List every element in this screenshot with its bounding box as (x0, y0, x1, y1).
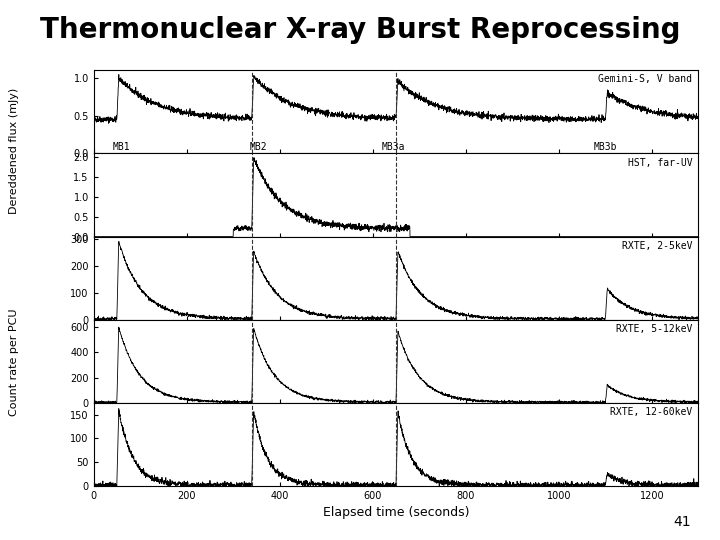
Text: Count rate per PCU: Count rate per PCU (9, 308, 19, 416)
Text: Thermonuclear X-ray Burst Reprocessing: Thermonuclear X-ray Burst Reprocessing (40, 16, 680, 44)
Text: Dereddened flux (mJy): Dereddened flux (mJy) (9, 88, 19, 214)
X-axis label: Elapsed time (seconds): Elapsed time (seconds) (323, 507, 469, 519)
Text: HST, far-UV: HST, far-UV (628, 158, 693, 167)
Text: MB3a: MB3a (382, 142, 405, 152)
Text: MB3b: MB3b (593, 142, 617, 152)
Text: Gemini-S, V band: Gemini-S, V band (598, 75, 693, 84)
Text: MB1: MB1 (113, 142, 130, 152)
Text: RXTE, 2-5keV: RXTE, 2-5keV (622, 241, 693, 251)
Text: 41: 41 (674, 515, 691, 529)
Text: RXTE, 12-60keV: RXTE, 12-60keV (610, 407, 693, 417)
Text: MB2: MB2 (250, 142, 268, 152)
Text: RXTE, 5-12keV: RXTE, 5-12keV (616, 324, 693, 334)
